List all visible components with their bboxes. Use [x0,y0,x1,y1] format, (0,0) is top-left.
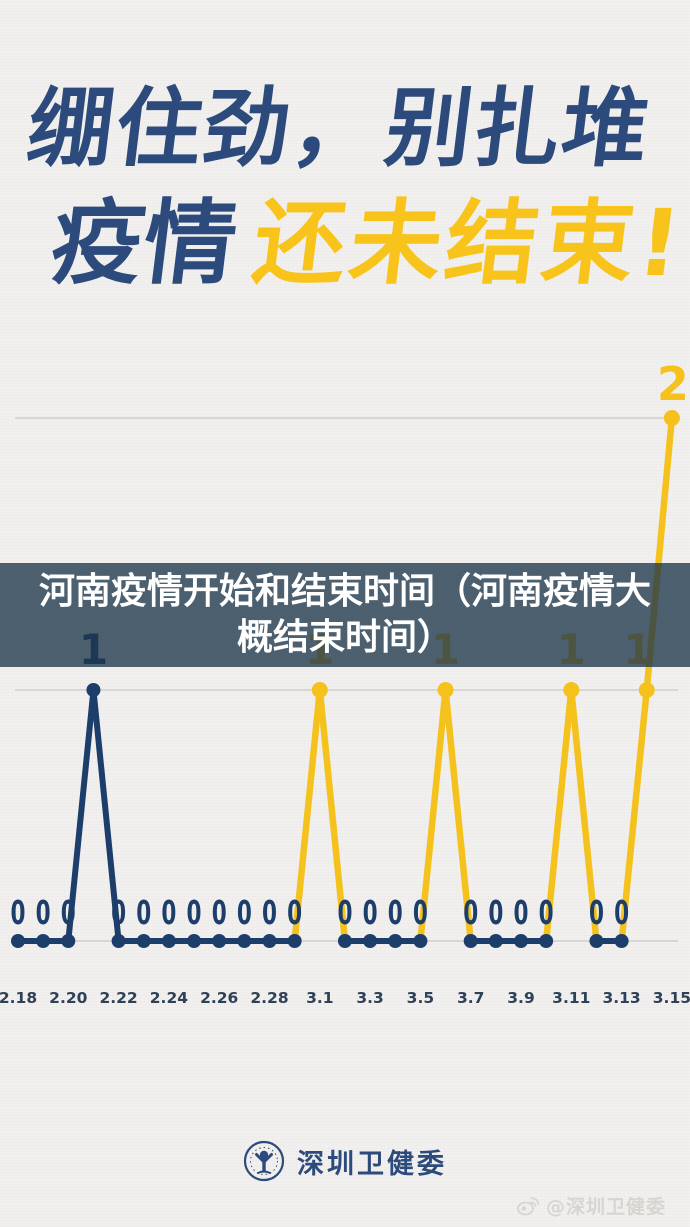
chart-segment [90,687,122,944]
chart-segment [542,686,575,945]
data-point-dot [614,934,629,948]
chart-segment [316,686,349,945]
seo-title-text: 河南疫情开始和结束时间（河南疫情大概结束时间） [38,571,651,658]
data-point-dot [539,934,554,948]
value-label: 0 [111,893,126,932]
value-label: 0 [262,893,277,932]
x-axis-tick-label: 2.24 [150,989,188,1007]
headline-line1: 绷住劲， 别扎堆 [21,79,657,179]
x-axis-tick-label: 2.20 [49,989,87,1007]
data-point-dot [212,934,227,948]
watermark-text: @深圳卫健委 [545,1196,666,1218]
x-axis-tick-label: 2.28 [250,989,288,1007]
data-point-dot [237,934,252,948]
value-label: 0 [539,893,554,932]
data-point-dot [111,934,126,948]
value-label: 0 [488,893,503,932]
data-point-dot [187,934,202,948]
seo-title-overlay-band: 河南疫情开始和结束时间（河南疫情大概结束时间） [0,563,690,667]
value-label: 0 [187,893,202,932]
data-point-dot [262,934,277,948]
x-axis-tick-label: 3.9 [507,989,534,1007]
headline-line2: 疫情 还未结束! [45,190,690,297]
value-label: 0 [388,893,403,932]
headline-line2-navy: 疫情 [45,190,243,297]
x-axis-tick-label: 3.15 [653,989,690,1007]
x-axis-tick-label: 3.1 [306,989,333,1007]
value-label: 0 [11,893,26,932]
data-point-dot [287,934,302,948]
chart-segment [442,686,474,945]
chart-segment [291,686,324,945]
value-label: 0 [36,893,51,932]
data-point-dot [413,934,428,948]
x-axis-tick-label: 2.18 [0,989,37,1007]
value-label: 0 [514,893,529,932]
x-axis-tick-label: 3.13 [602,989,640,1007]
x-axis-tick-label: 3.5 [407,989,434,1007]
data-point-dot [161,934,176,948]
value-label: 0 [212,893,227,932]
value-label: 0 [363,893,378,932]
chart-segment [65,687,97,944]
data-point-dot [563,682,580,698]
x-axis-tick-label: 3.7 [457,989,484,1007]
data-point-dot [638,682,655,698]
data-point-dot [136,934,151,948]
chart-segment [417,686,449,945]
chart-segment [618,686,650,945]
data-point-dot [437,682,454,698]
health-commission-emblem-icon [243,1140,285,1182]
data-point-dot [311,682,328,698]
value-label: 0 [337,893,352,932]
value-label: 0 [463,893,478,932]
logo-text: 深圳卫健委 [297,1148,447,1180]
value-label: 0 [589,893,604,932]
data-point-dot [61,934,76,948]
headline-line1-left: 绷住劲， [21,79,387,179]
weibo-watermark: @深圳卫健委 [516,1192,666,1219]
value-label: 0 [237,893,252,932]
x-axis-tick-label: 2.26 [200,989,238,1007]
weibo-icon [517,1196,540,1215]
data-point-dot [337,934,352,948]
x-axis-tick-label: 3.11 [552,989,590,1007]
value-label: 0 [161,893,176,932]
value-label: 0 [61,893,76,932]
x-axis-tick-label: 2.22 [99,989,137,1007]
headline-line2-yellow: 还未结束! [247,190,690,297]
data-point-dot [86,683,101,697]
data-point-dot [11,934,25,948]
data-point-dot [388,934,403,948]
data-point-dot [589,934,604,948]
data-point-dot [363,934,378,948]
data-point-dot [663,410,680,426]
value-label: 2 [657,357,689,411]
x-axis-tick-label: 3.3 [356,989,383,1007]
data-point-dot [463,934,478,948]
chart-segment [568,686,600,945]
data-point-dot [488,934,503,948]
data-point-dot [36,934,51,948]
headline-line1-right: 别扎堆 [379,79,657,179]
data-point-dot [514,934,528,948]
shenzhen-health-commission-logo: 深圳卫健委 [0,1136,690,1186]
value-label: 0 [413,893,428,932]
value-label: 0 [614,893,629,932]
value-label: 0 [287,893,302,932]
value-label: 0 [136,893,151,932]
